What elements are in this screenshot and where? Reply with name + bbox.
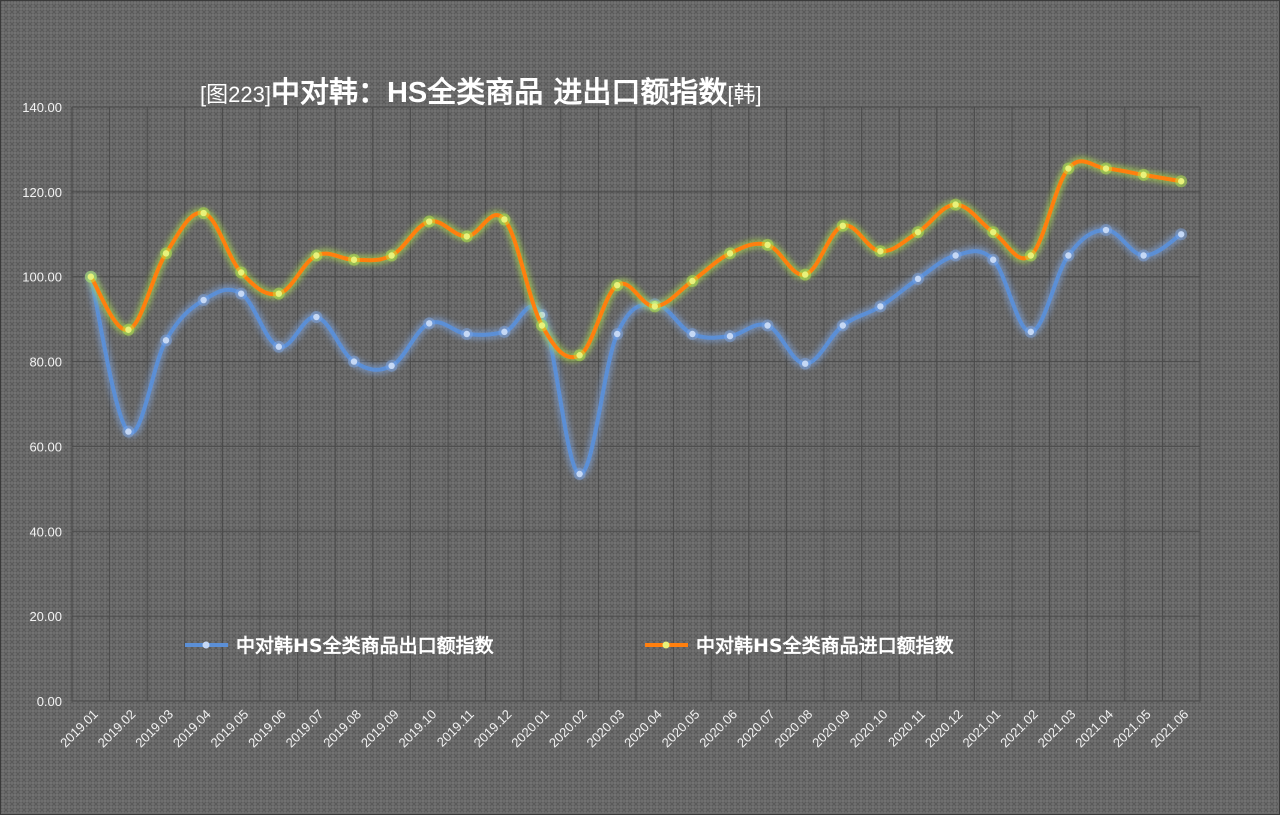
- data-point: [238, 290, 245, 297]
- data-point: [350, 358, 358, 365]
- data-point: [87, 273, 95, 280]
- title-prefix: [图223]: [200, 82, 271, 107]
- y-tick-label: 0.00: [37, 694, 62, 709]
- legend: 中对韩HS全类商品出口额指数 中对韩HS全类商品进口额指数: [185, 634, 955, 657]
- data-point: [689, 330, 696, 338]
- data-point: [275, 343, 282, 350]
- data-point: [313, 313, 320, 321]
- y-tick-label: 120.00: [22, 185, 62, 200]
- y-axis: 0.00 20.00 40.00 60.00 80.00 100.00 120.00 140.…: [22, 100, 62, 709]
- title-suffix: [韩]: [727, 82, 761, 107]
- data-point: [463, 330, 470, 338]
- data-point: [651, 303, 658, 310]
- y-tick-label: 100.00: [22, 270, 62, 285]
- data-point: [162, 250, 170, 257]
- data-point: [914, 228, 922, 236]
- data-point: [1065, 252, 1072, 259]
- data-point: [313, 252, 320, 259]
- data-point: [952, 252, 959, 259]
- y-tick-label: 20.00: [29, 609, 62, 624]
- data-point: [463, 233, 470, 240]
- y-tick-label: 60.00: [29, 439, 62, 454]
- data-point: [125, 326, 132, 333]
- data-point: [1027, 328, 1035, 336]
- title-main: 中对韩：: [271, 75, 387, 109]
- data-point: [689, 277, 696, 285]
- data-point: [388, 252, 395, 259]
- legend-marker-export: [202, 641, 210, 649]
- data-point: [1140, 171, 1147, 179]
- data-point: [726, 332, 734, 340]
- series-import: [84, 156, 1188, 362]
- data-point: [990, 256, 997, 263]
- data-point: [125, 428, 132, 435]
- data-point: [726, 250, 734, 257]
- title-rest: 全类商品 进出口额指数: [426, 75, 728, 109]
- data-point: [764, 322, 771, 329]
- series-layer: [84, 156, 1188, 481]
- data-point: [1065, 165, 1072, 172]
- data-point: [200, 209, 207, 217]
- y-tick-label: 40.00: [29, 524, 62, 539]
- chart-title: [图223]中对韩：HS全类商品 进出口额指数[韩]: [200, 75, 762, 109]
- data-point: [576, 470, 583, 478]
- data-point: [990, 228, 997, 236]
- data-point: [802, 271, 809, 278]
- data-point: [614, 330, 621, 338]
- data-point: [1027, 252, 1035, 259]
- data-point: [1102, 165, 1110, 172]
- data-point: [162, 337, 170, 344]
- data-point: [538, 322, 546, 329]
- data-point: [877, 303, 884, 310]
- legend-item-import: 中对韩HS全类商品进口额指数: [645, 634, 955, 657]
- data-point: [1178, 231, 1185, 238]
- data-point: [576, 352, 583, 359]
- data-point: [238, 269, 245, 276]
- data-point: [388, 362, 395, 370]
- data-point: [764, 241, 771, 249]
- data-point: [1140, 252, 1147, 259]
- legend-label-import: 中对韩HS全类商品进口额指数: [696, 634, 955, 657]
- legend-marker-import: [662, 641, 670, 649]
- data-point: [350, 256, 358, 263]
- data-point: [614, 282, 621, 289]
- data-point: [275, 290, 282, 297]
- data-point: [200, 296, 207, 304]
- data-point: [1178, 178, 1185, 185]
- y-tick-label: 140.00: [22, 100, 62, 115]
- data-point: [501, 216, 508, 223]
- data-point: [1102, 226, 1110, 234]
- data-point: [802, 360, 809, 367]
- y-tick-label: 80.00: [29, 355, 62, 370]
- title-bold: HS: [387, 77, 427, 109]
- data-point: [877, 248, 884, 255]
- data-point: [914, 275, 922, 283]
- data-point: [952, 201, 959, 208]
- data-point: [839, 322, 846, 329]
- legend-item-export: 中对韩HS全类商品出口额指数: [185, 634, 495, 657]
- data-point: [839, 222, 846, 229]
- data-point: [501, 328, 508, 336]
- data-point: [426, 218, 433, 225]
- legend-label-export: 中对韩HS全类商品出口额指数: [236, 634, 495, 657]
- data-point: [426, 320, 433, 327]
